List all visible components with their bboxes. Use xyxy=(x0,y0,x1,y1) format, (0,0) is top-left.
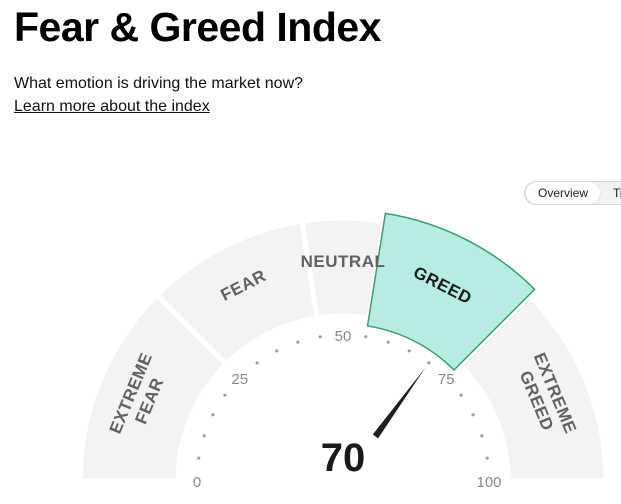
tab-timeline[interactable]: Ti xyxy=(613,186,621,200)
gauge-label-neutral: NEUTRAL xyxy=(301,252,386,271)
scale-dot xyxy=(407,349,411,353)
scale-dot xyxy=(211,413,215,417)
view-tabs: Overview Ti xyxy=(524,181,621,205)
gauge-segment-fear xyxy=(153,218,321,368)
scale-dot xyxy=(364,335,368,339)
gauge-hub xyxy=(291,425,395,504)
scale-dot xyxy=(296,340,300,344)
scale-dot xyxy=(480,434,484,438)
scale-label-0: 0 xyxy=(193,474,201,491)
scale-label-50: 50 xyxy=(335,328,352,345)
scale-dot xyxy=(485,456,489,460)
scale-dot xyxy=(275,349,279,353)
scale-dot xyxy=(318,335,322,339)
tab-overview[interactable]: Overview xyxy=(526,182,600,204)
scale-label-100: 100 xyxy=(476,474,501,491)
gauge-segment-extreme-fear xyxy=(77,291,230,484)
page-subtitle: What emotion is driving the market now? xyxy=(14,75,304,92)
gauge-segment-extreme-greed xyxy=(456,291,609,484)
scale-label-75: 75 xyxy=(438,371,455,388)
scale-dot xyxy=(459,393,463,397)
scale-dot xyxy=(427,361,431,365)
gauge-value: 70 xyxy=(321,436,366,480)
scale-dot xyxy=(255,361,259,365)
scale-dot xyxy=(471,413,475,417)
scale-dot xyxy=(386,340,390,344)
learn-more-link[interactable]: Learn more about the index xyxy=(14,98,210,115)
scale-label-25: 25 xyxy=(231,371,248,388)
scale-dot xyxy=(202,434,206,438)
gauge-label-line: NEUTRAL xyxy=(301,252,386,271)
page-title: Fear & Greed Index xyxy=(14,4,381,50)
gauge-segment-greed xyxy=(366,212,536,372)
scale-dot xyxy=(197,456,201,460)
scale-dot xyxy=(223,393,227,397)
